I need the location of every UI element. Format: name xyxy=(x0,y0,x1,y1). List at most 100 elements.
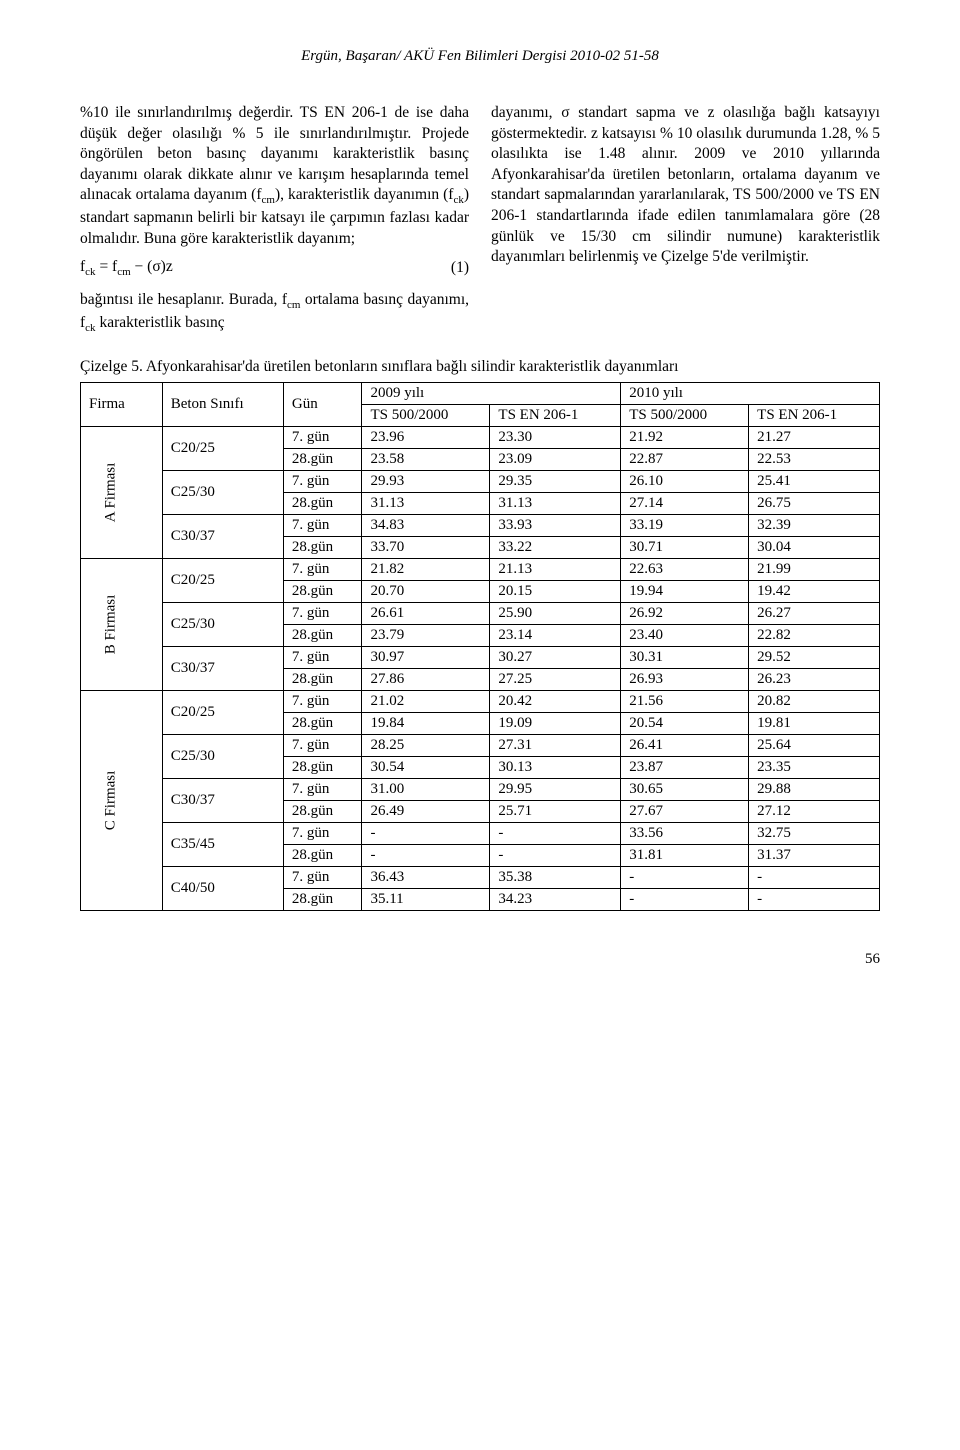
value-cell: 23.40 xyxy=(621,624,749,646)
eq-sub1: ck xyxy=(85,266,95,278)
p1-b: ), karakteristlik dayanımın (f xyxy=(275,186,454,203)
value-cell: 21.56 xyxy=(621,690,749,712)
value-cell: 23.30 xyxy=(490,426,621,448)
value-cell: 22.87 xyxy=(621,448,749,470)
value-cell: 33.56 xyxy=(621,822,749,844)
value-cell: 30.27 xyxy=(490,646,621,668)
table-row: B FirmasıC20/257. gün21.8221.1322.6321.9… xyxy=(81,558,880,580)
class-cell: C25/30 xyxy=(162,470,283,514)
value-cell: 20.42 xyxy=(490,690,621,712)
value-cell: 21.99 xyxy=(749,558,880,580)
th-beton: Beton Sınıfı xyxy=(162,382,283,426)
table-row: C30/377. gün30.9730.2730.3129.52 xyxy=(81,646,880,668)
gun-cell: 7. gün xyxy=(283,514,362,536)
body-columns: %10 ile sınırlandırılmış değerdir. TS EN… xyxy=(80,103,880,336)
equation-number: (1) xyxy=(451,258,469,279)
value-cell: 26.23 xyxy=(749,668,880,690)
value-cell: 25.64 xyxy=(749,734,880,756)
gun-cell: 28.gün xyxy=(283,844,362,866)
gun-cell: 28.gün xyxy=(283,448,362,470)
page: Ergün, Başaran/ AKÜ Fen Bilimleri Dergis… xyxy=(0,0,960,1008)
gun-cell: 28.gün xyxy=(283,624,362,646)
value-cell: 19.09 xyxy=(490,712,621,734)
value-cell: 27.12 xyxy=(749,800,880,822)
gun-cell: 28.gün xyxy=(283,492,362,514)
th-firma: Firma xyxy=(81,382,163,426)
value-cell: 31.37 xyxy=(749,844,880,866)
gun-cell: 28.gün xyxy=(283,800,362,822)
value-cell: 34.83 xyxy=(362,514,490,536)
th-2009: 2009 yılı xyxy=(362,382,621,404)
th-2010: 2010 yılı xyxy=(621,382,880,404)
gun-cell: 7. gün xyxy=(283,690,362,712)
eq-sub2: cm xyxy=(117,266,130,278)
class-cell: C25/30 xyxy=(162,734,283,778)
value-cell: - xyxy=(749,888,880,910)
value-cell: 19.42 xyxy=(749,580,880,602)
table-row: C35/457. gün--33.5632.75 xyxy=(81,822,880,844)
value-cell: 26.92 xyxy=(621,602,749,624)
page-number: 56 xyxy=(80,951,880,968)
class-cell: C20/25 xyxy=(162,690,283,734)
table-row: C25/307. gün28.2527.3126.4125.64 xyxy=(81,734,880,756)
value-cell: 22.63 xyxy=(621,558,749,580)
firm-label: A Firması xyxy=(102,462,119,522)
value-cell: 28.25 xyxy=(362,734,490,756)
th-2009-ts500: TS 500/2000 xyxy=(362,404,490,426)
p1-sub2: ck xyxy=(453,195,463,207)
right-p1: dayanımı, σ standart sapma ve z olasılığ… xyxy=(491,104,880,265)
value-cell: 26.27 xyxy=(749,602,880,624)
value-cell: 30.04 xyxy=(749,536,880,558)
value-cell: 31.13 xyxy=(362,492,490,514)
value-cell: 26.10 xyxy=(621,470,749,492)
value-cell: 32.75 xyxy=(749,822,880,844)
equation: fck = fcm − (σ)z xyxy=(80,257,173,280)
table-row: C30/377. gün34.8333.9333.1932.39 xyxy=(81,514,880,536)
value-cell: 21.92 xyxy=(621,426,749,448)
gun-cell: 7. gün xyxy=(283,822,362,844)
value-cell: 27.67 xyxy=(621,800,749,822)
value-cell: - xyxy=(749,866,880,888)
value-cell: - xyxy=(362,822,490,844)
table-head-row-1: Firma Beton Sınıfı Gün 2009 yılı 2010 yı… xyxy=(81,382,880,404)
value-cell: 27.31 xyxy=(490,734,621,756)
value-cell: 33.22 xyxy=(490,536,621,558)
value-cell: 20.54 xyxy=(621,712,749,734)
value-cell: 27.86 xyxy=(362,668,490,690)
table-row: C25/307. gün26.6125.9026.9226.27 xyxy=(81,602,880,624)
p2-c: karakteristlik basınç xyxy=(96,314,225,331)
value-cell: 26.41 xyxy=(621,734,749,756)
firm-label: B Firması xyxy=(102,594,119,654)
class-cell: C30/37 xyxy=(162,646,283,690)
th-2010-ts500: TS 500/2000 xyxy=(621,404,749,426)
value-cell: 30.97 xyxy=(362,646,490,668)
value-cell: - xyxy=(621,888,749,910)
value-cell: 19.81 xyxy=(749,712,880,734)
value-cell: 31.81 xyxy=(621,844,749,866)
firm-cell: C Firması xyxy=(81,690,163,910)
value-cell: 23.87 xyxy=(621,756,749,778)
value-cell: - xyxy=(362,844,490,866)
value-cell: - xyxy=(490,844,621,866)
class-cell: C20/25 xyxy=(162,558,283,602)
value-cell: 33.19 xyxy=(621,514,749,536)
value-cell: 32.39 xyxy=(749,514,880,536)
class-cell: C30/37 xyxy=(162,514,283,558)
characteristic-strength-table: Firma Beton Sınıfı Gün 2009 yılı 2010 yı… xyxy=(80,382,880,911)
gun-cell: 7. gün xyxy=(283,778,362,800)
p2-a: bağıntısı ile hesaplanır. Burada, f xyxy=(80,291,287,308)
value-cell: 23.96 xyxy=(362,426,490,448)
value-cell: 30.13 xyxy=(490,756,621,778)
value-cell: 29.35 xyxy=(490,470,621,492)
value-cell: 20.70 xyxy=(362,580,490,602)
class-cell: C30/37 xyxy=(162,778,283,822)
gun-cell: 28.gün xyxy=(283,668,362,690)
th-gun: Gün xyxy=(283,382,362,426)
value-cell: 25.90 xyxy=(490,602,621,624)
gun-cell: 28.gün xyxy=(283,580,362,602)
value-cell: 30.65 xyxy=(621,778,749,800)
value-cell: 26.75 xyxy=(749,492,880,514)
gun-cell: 7. gün xyxy=(283,734,362,756)
table-row: C25/307. gün29.9329.3526.1025.41 xyxy=(81,470,880,492)
gun-cell: 7. gün xyxy=(283,866,362,888)
